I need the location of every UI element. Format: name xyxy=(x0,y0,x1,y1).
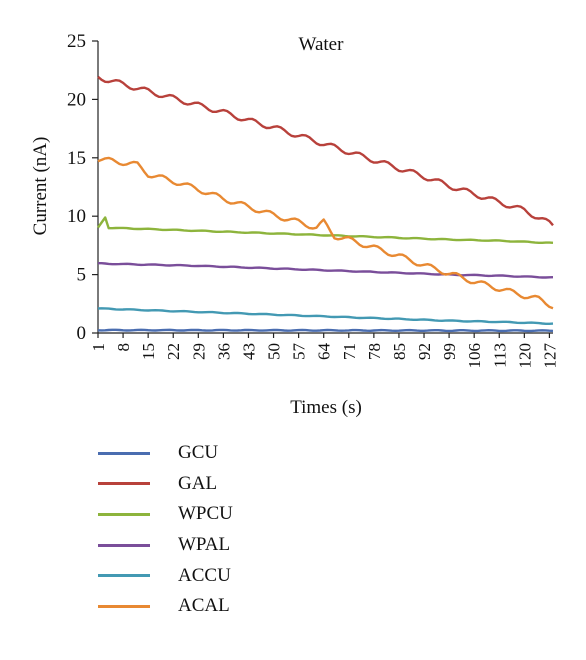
chart-title: Water xyxy=(299,34,345,55)
legend-label: GAL xyxy=(178,472,218,494)
y-tick-label: 15 xyxy=(67,148,86,169)
series-layer xyxy=(97,75,554,333)
legend-swatch xyxy=(98,451,150,455)
line-chart: Water Current (nA) Times (s) 0510152025 … xyxy=(30,31,559,418)
x-tick-label: 92 xyxy=(415,343,434,360)
legend-item-gcu: GCU xyxy=(98,438,233,469)
x-tick-label: 127 xyxy=(540,343,559,369)
x-tick-label: 99 xyxy=(440,343,459,360)
series-line-wpal xyxy=(98,262,554,279)
x-tick-label: 78 xyxy=(365,343,384,360)
y-axis-label: Current (nA) xyxy=(30,137,51,236)
legend-swatch xyxy=(98,574,150,578)
x-tick-label: 15 xyxy=(139,343,158,360)
series-line-accu xyxy=(97,307,554,325)
series-line-acal xyxy=(97,156,554,310)
legend-swatch xyxy=(98,543,150,547)
x-tick-label: 8 xyxy=(114,343,133,352)
legend-label: GCU xyxy=(178,442,219,464)
x-tick-label: 50 xyxy=(265,343,284,360)
y-tick-label: 25 xyxy=(67,31,86,52)
legend-item-wpal: WPAL xyxy=(98,530,233,561)
x-tick-label: 113 xyxy=(490,343,509,368)
x-tick-label: 36 xyxy=(214,343,233,360)
y-tick-label: 20 xyxy=(67,89,86,110)
legend-swatch xyxy=(98,512,150,516)
x-tick-label: 1 xyxy=(89,343,108,352)
series-line-wpcu xyxy=(97,216,554,244)
legend-item-wpcu: WPCU xyxy=(98,499,233,530)
series-line-gcu xyxy=(97,328,554,333)
legend-item-accu: ACCU xyxy=(98,560,233,591)
legend-label: ACAL xyxy=(178,595,230,617)
legend-item-gal: GAL xyxy=(98,469,233,500)
chart-legend: GCU GAL WPCU WPAL ACCU ACAL xyxy=(98,438,233,622)
x-axis-label: Times (s) xyxy=(290,397,362,418)
x-tick-label: 22 xyxy=(164,343,183,360)
y-tick-label: 5 xyxy=(77,265,87,286)
legend-label: WPCU xyxy=(178,503,233,525)
x-tick-label: 85 xyxy=(390,343,409,360)
x-tick-label: 64 xyxy=(315,343,334,361)
legend-swatch xyxy=(98,482,150,486)
x-tick-label: 43 xyxy=(239,343,258,360)
legend-swatch xyxy=(98,604,150,608)
y-tick-label: 0 xyxy=(77,323,87,344)
x-tick-label: 29 xyxy=(189,343,208,360)
x-tick-label: 120 xyxy=(515,343,534,369)
y-tick-label: 10 xyxy=(67,206,86,227)
legend-label: ACCU xyxy=(178,564,231,586)
x-tick-label: 71 xyxy=(340,343,359,360)
legend-label: WPAL xyxy=(178,534,231,556)
x-axis: 1 8 15 22 29 36 43 50 57 64 71 78 85 92 99 106 113 120 127 xyxy=(89,332,559,369)
x-tick-label: 57 xyxy=(290,343,309,361)
series-line-gal xyxy=(97,75,554,227)
x-tick-label: 106 xyxy=(465,343,484,369)
y-axis: 0 5 10 15 20 25 xyxy=(67,31,99,344)
legend-item-acal: ACAL xyxy=(98,591,233,622)
